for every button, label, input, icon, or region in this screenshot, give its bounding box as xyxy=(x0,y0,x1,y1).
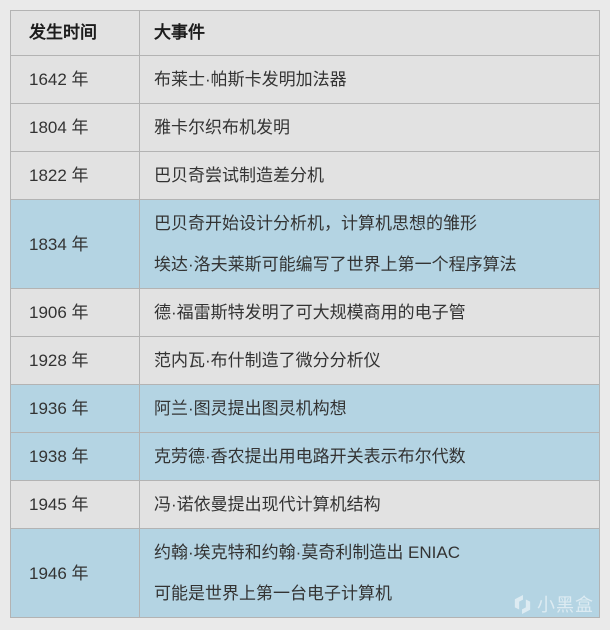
timeline-table-body: 1642 年布莱士·帕斯卡发明加法器 1804 年雅卡尔织布机发明 1822 年巴贝… xyxy=(10,55,600,618)
event-cell: 布莱士·帕斯卡发明加法器 xyxy=(139,55,600,104)
header-cell-event: 大事件 xyxy=(139,10,600,56)
table-row: 1834 年巴贝奇开始设计分析机，计算机思想的雏形埃达·洛夫莱斯可能编写了世界上… xyxy=(10,199,600,289)
table-row: 1822 年巴贝奇尝试制造差分机 xyxy=(10,151,600,200)
event-line: 约翰·埃克特和约翰·莫奇利制造出 ENIAC xyxy=(154,543,460,562)
time-cell: 1906 年 xyxy=(10,288,140,337)
event-line: 德·福雷斯特发明了可大规模商用的电子管 xyxy=(154,303,466,322)
time-cell: 1938 年 xyxy=(10,432,140,481)
time-cell: 1946 年 xyxy=(10,528,140,618)
event-cell: 阿兰·图灵提出图灵机构想 xyxy=(139,384,600,433)
time-cell: 1642 年 xyxy=(10,55,140,104)
time-cell: 1945 年 xyxy=(10,480,140,529)
time-cell: 1804 年 xyxy=(10,103,140,152)
event-line: 雅卡尔织布机发明 xyxy=(154,118,290,137)
event-line: 巴贝奇开始设计分析机，计算机思想的雏形 xyxy=(154,214,477,233)
time-cell: 1936 年 xyxy=(10,384,140,433)
event-cell: 雅卡尔织布机发明 xyxy=(139,103,600,152)
event-line: 可能是世界上第一台电子计算机 xyxy=(154,584,392,603)
event-cell: 范内瓦·布什制造了微分分析仪 xyxy=(139,336,600,385)
header-row: 发生时间 大事件 xyxy=(10,10,600,56)
time-cell: 1834 年 xyxy=(10,199,140,289)
time-cell: 1822 年 xyxy=(10,151,140,200)
event-line: 冯·诺依曼提出现代计算机结构 xyxy=(154,495,381,514)
event-cell: 巴贝奇尝试制造差分机 xyxy=(139,151,600,200)
event-line: 克劳德·香农提出用电路开关表示布尔代数 xyxy=(154,447,466,466)
event-line: 布莱士·帕斯卡发明加法器 xyxy=(154,70,347,89)
event-cell: 巴贝奇开始设计分析机，计算机思想的雏形埃达·洛夫莱斯可能编写了世界上第一个程序算… xyxy=(139,199,600,289)
table-row: 1936 年阿兰·图灵提出图灵机构想 xyxy=(10,384,600,433)
event-cell: 约翰·埃克特和约翰·莫奇利制造出 ENIAC 可能是世界上第一台电子计算机 xyxy=(139,528,600,618)
event-cell: 冯·诺依曼提出现代计算机结构 xyxy=(139,480,600,529)
timeline-table-head: 发生时间 大事件 xyxy=(10,10,600,56)
event-cell: 克劳德·香农提出用电路开关表示布尔代数 xyxy=(139,432,600,481)
table-row: 1804 年雅卡尔织布机发明 xyxy=(10,103,600,152)
table-row: 1642 年布莱士·帕斯卡发明加法器 xyxy=(10,55,600,104)
event-line: 阿兰·图灵提出图灵机构想 xyxy=(154,399,347,418)
header-cell-time: 发生时间 xyxy=(10,10,140,56)
table-row: 1906 年德·福雷斯特发明了可大规模商用的电子管 xyxy=(10,288,600,337)
timeline-table: 发生时间 大事件 1642 年布莱士·帕斯卡发明加法器 1804 年雅卡尔织布机发… xyxy=(10,10,600,618)
event-line: 埃达·洛夫莱斯可能编写了世界上第一个程序算法 xyxy=(154,255,517,274)
table-row: 1928 年范内瓦·布什制造了微分分析仪 xyxy=(10,336,600,385)
event-line: 范内瓦·布什制造了微分分析仪 xyxy=(154,351,381,370)
event-cell: 德·福雷斯特发明了可大规模商用的电子管 xyxy=(139,288,600,337)
table-row: 1945 年冯·诺依曼提出现代计算机结构 xyxy=(10,480,600,529)
table-row: 1946 年约翰·埃克特和约翰·莫奇利制造出 ENIAC 可能是世界上第一台电子计… xyxy=(10,528,600,618)
table-row: 1938 年克劳德·香农提出用电路开关表示布尔代数 xyxy=(10,432,600,481)
event-line: 巴贝奇尝试制造差分机 xyxy=(154,166,324,185)
time-cell: 1928 年 xyxy=(10,336,140,385)
